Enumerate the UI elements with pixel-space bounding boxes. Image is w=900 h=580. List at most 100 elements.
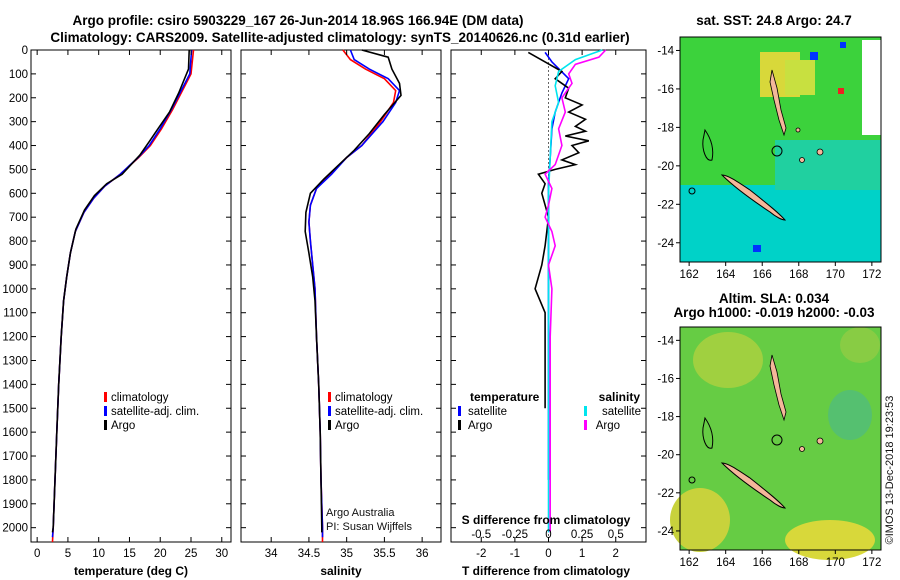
sst-axes-lat-label--18: -18 bbox=[657, 122, 674, 134]
legend-temp-argo-swatch bbox=[104, 420, 107, 430]
sla-new-caledonia-island bbox=[720, 462, 787, 509]
s-tick-label-3: 0.25 bbox=[571, 529, 593, 541]
sst-axes-lat-label--22: -22 bbox=[657, 199, 674, 211]
sst-axes-lon-label-164: 164 bbox=[716, 269, 736, 281]
depth-label-100: 100 bbox=[9, 69, 28, 81]
legend-diff-s-satellite: satellite bbox=[602, 406, 641, 418]
difference-series bbox=[527, 49, 607, 542]
salinity-plot-frame bbox=[240, 49, 442, 543]
legend-sal-argo: Argo bbox=[335, 420, 359, 432]
argo-float-position bbox=[771, 145, 783, 157]
s-tick-label-4: 0.5 bbox=[608, 529, 624, 541]
sla-axes-lat-label--16: -16 bbox=[657, 373, 674, 385]
s-tick-label-0: -0.5 bbox=[471, 529, 491, 541]
sla-reef-outline bbox=[702, 416, 714, 449]
sst-hot-cell bbox=[838, 88, 844, 94]
xtick-label-2-2: 2 bbox=[613, 548, 619, 560]
argo-australia-note: Argo Australia bbox=[326, 507, 395, 519]
sla-map-title-line2: Argo h1000: -0.019 h2000: -0.03 bbox=[673, 305, 875, 320]
legend-sal-satellite: satellite-adj. clim. bbox=[335, 406, 423, 418]
sla-axes-lat-label--20: -20 bbox=[657, 450, 674, 462]
legend-sal-argo-swatch bbox=[328, 420, 331, 430]
sst-axes-lon-label-172: 172 bbox=[862, 269, 881, 281]
depth-label-1800: 1800 bbox=[2, 475, 28, 487]
depth-label-1900: 1900 bbox=[2, 499, 28, 511]
sst-axes-lat-label--16: -16 bbox=[657, 84, 674, 96]
depth-label-300: 300 bbox=[9, 117, 28, 129]
pi-note: PI: Susan Wijffels bbox=[326, 521, 412, 533]
legend-sal-climatology: climatology bbox=[335, 392, 393, 404]
depth-label-1000: 1000 bbox=[2, 284, 28, 296]
legend-sal-climatology-swatch bbox=[328, 392, 331, 402]
sst-axes-lat-label--14: -14 bbox=[657, 45, 674, 57]
sla-mid-patch-2 bbox=[840, 327, 880, 363]
depth-label-500: 500 bbox=[9, 164, 28, 176]
difference-from-climatology-series-temperature-argo bbox=[527, 51, 590, 409]
depth-label-1200: 1200 bbox=[2, 332, 28, 344]
salinity-series-argo bbox=[304, 49, 402, 533]
salinity-panel: 34 34.5 35 35.5 36 salinity climatology sate… bbox=[240, 49, 442, 578]
depth-label-2000: 2000 bbox=[2, 523, 28, 535]
xtick-label-0-25: 25 bbox=[185, 548, 198, 560]
xtick-label-0-10: 10 bbox=[92, 548, 105, 560]
depth-label-1100: 1100 bbox=[3, 308, 28, 320]
depth-label-700: 700 bbox=[9, 212, 28, 224]
sst-cloud-cell-2 bbox=[840, 42, 846, 48]
loyalty-island-3 bbox=[795, 127, 801, 133]
salinity-series bbox=[304, 49, 402, 542]
sla-loyalty-island-2 bbox=[816, 437, 824, 445]
depth-label-400: 400 bbox=[9, 141, 28, 153]
difference-from-climatology-series-salinity-satellite bbox=[547, 49, 603, 533]
sst-axes-lat-label--24: -24 bbox=[657, 238, 674, 250]
sla-axes-lon-label-164: 164 bbox=[716, 557, 736, 569]
sla-coastline bbox=[688, 354, 824, 509]
sst-axes-lon-label-166: 166 bbox=[753, 269, 772, 281]
xtick-label-0-5: 5 bbox=[65, 548, 71, 560]
sla-vanuatu-islands bbox=[769, 354, 787, 422]
sla-map: Altim. SLA: 0.034 Argo h1000: -0.019 h20… bbox=[657, 291, 882, 569]
xtick-label-1-34: 34 bbox=[265, 548, 278, 560]
xtick-label-1-35: 35 bbox=[340, 548, 353, 560]
small-reef bbox=[688, 187, 696, 195]
xtick-label-0-30: 30 bbox=[215, 548, 228, 560]
difference-ticks: -2 -1 0 1 2 bbox=[451, 49, 646, 560]
imos-credit: ©IMOS 13-Dec-2018 19:23:53 bbox=[884, 396, 896, 545]
sla-axes-lat-label--14: -14 bbox=[657, 335, 674, 347]
legend-diff-s-argo-swatch bbox=[584, 420, 587, 430]
sla-loyalty-island-1 bbox=[799, 446, 805, 452]
xtick-label-2--2: -2 bbox=[476, 548, 486, 560]
sst-missing-data bbox=[862, 40, 881, 135]
figure-title-line2: Climatology: CARS2009. Satellite-adjuste… bbox=[50, 30, 629, 45]
xtick-label-1-36: 36 bbox=[416, 548, 429, 560]
sst-cloud-cell-3 bbox=[753, 245, 761, 252]
depth-label-1400: 1400 bbox=[2, 379, 28, 391]
temperature-xlabel: temperature (deg C) bbox=[74, 564, 188, 578]
xtick-label-2--1: -1 bbox=[510, 548, 520, 560]
temperature-ticks: 0 5 10 15 20 25 300100200300400500600700800900… bbox=[2, 45, 231, 560]
sla-map-frame bbox=[679, 326, 882, 551]
s-tick-label-1: -0.25 bbox=[502, 529, 528, 541]
sla-high-patch bbox=[670, 488, 730, 552]
salinity-ticks: 34 34.5 35 35.5 36 bbox=[241, 49, 441, 560]
difference-panel: -2 -1 0 1 2 T difference from climatology S … bbox=[450, 49, 647, 578]
sst-warm-patch-2 bbox=[785, 60, 815, 95]
sst-axes-lon-label-170: 170 bbox=[826, 269, 845, 281]
figure-title-line1: Argo profile: csiro 5903229_167 26-Jun-2… bbox=[73, 13, 524, 28]
sla-axes-lat-label--22: -22 bbox=[657, 488, 674, 500]
sla-map-title-line1: Altim. SLA: 0.034 bbox=[719, 291, 830, 306]
legend-diff-s-satellite-swatch bbox=[584, 406, 587, 416]
legend-temp-satellite: satellite-adj. clim. bbox=[111, 406, 199, 418]
xtick-label-0-0: 0 bbox=[34, 548, 40, 560]
depth-label-1500: 1500 bbox=[2, 403, 28, 415]
loyalty-island-2 bbox=[816, 148, 824, 156]
sla-axes-lat-label--24: -24 bbox=[657, 526, 674, 538]
difference-legend: temperature salinity satellite Argo sate… bbox=[458, 390, 641, 432]
salinity-xlabel: salinity bbox=[320, 564, 362, 578]
vanuatu-islands bbox=[769, 69, 787, 137]
legend-temp-climatology-swatch bbox=[104, 392, 107, 402]
sst-map-frame bbox=[679, 36, 882, 263]
xtick-label-2-1: 1 bbox=[579, 548, 585, 560]
legend-temp-satellite-swatch bbox=[104, 406, 107, 416]
s-difference-ticks: -0.5 -0.25 0 0.25 0.5 bbox=[471, 529, 623, 541]
